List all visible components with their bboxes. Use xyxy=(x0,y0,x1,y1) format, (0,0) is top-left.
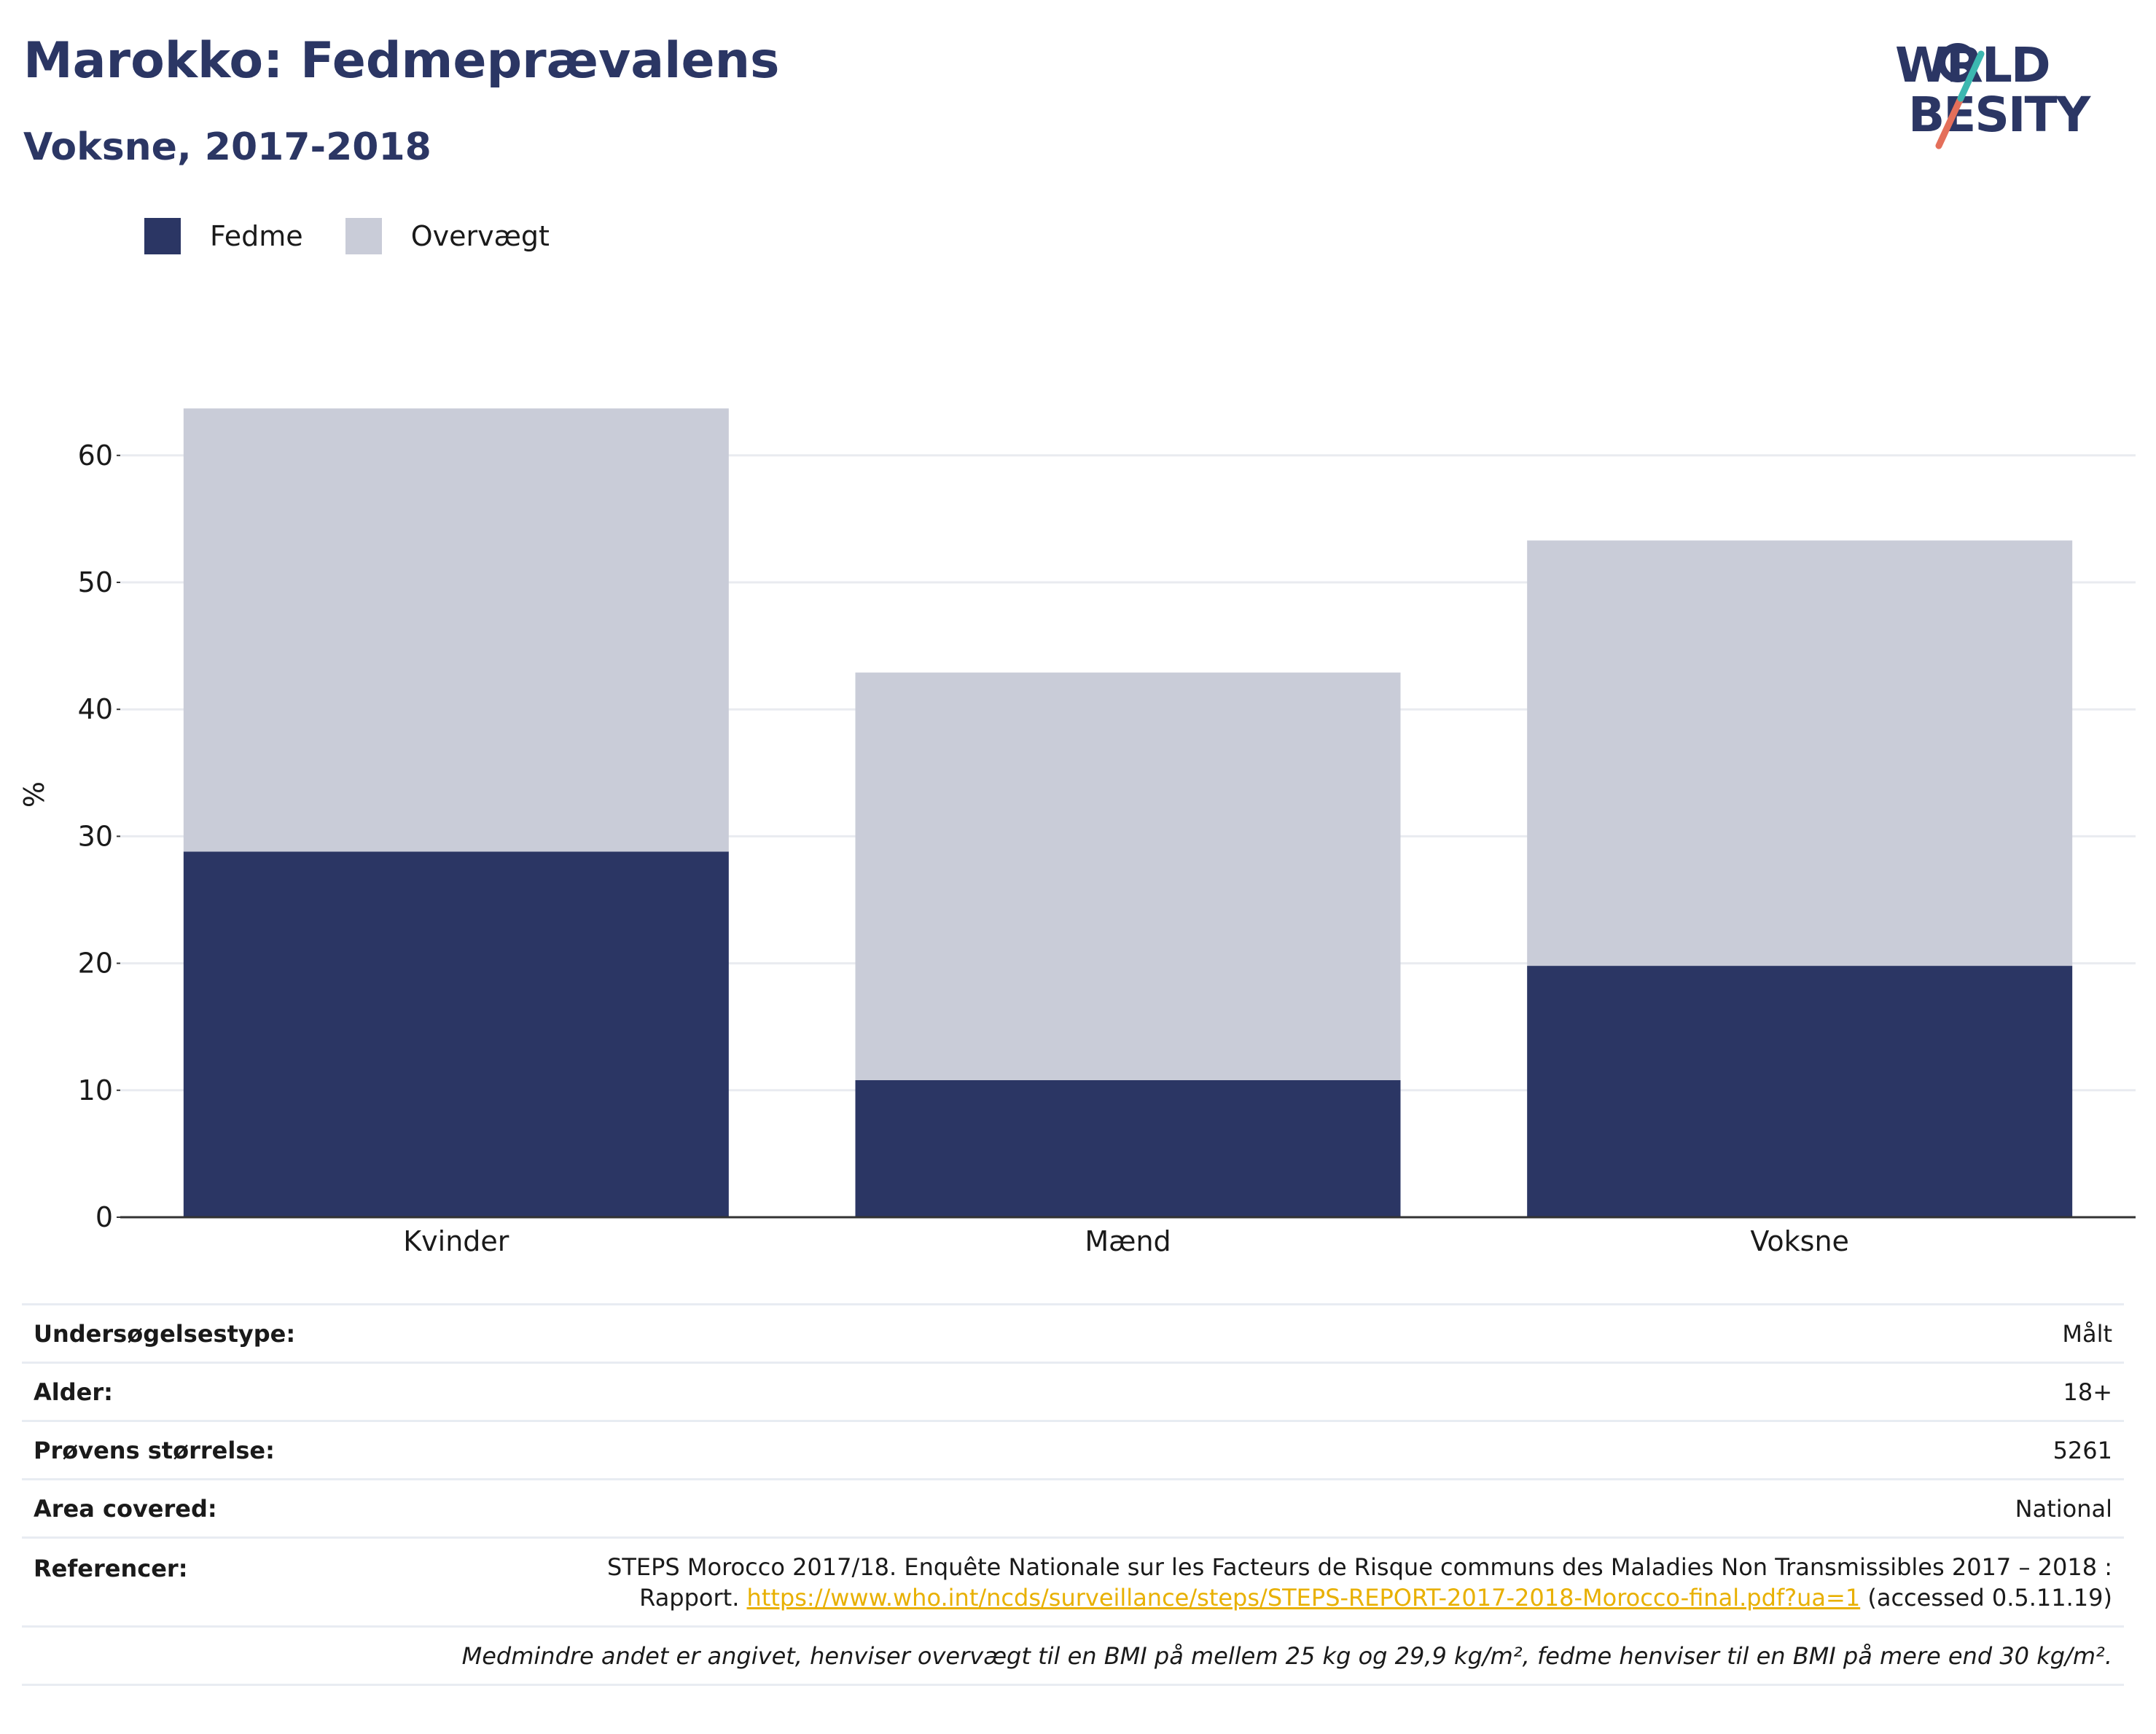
y-tick-label: 40 xyxy=(78,693,113,725)
legend-item-fedme[interactable]: Fedme xyxy=(144,218,303,254)
info-label: Alder: xyxy=(22,1362,353,1421)
x-tick-label: Kvinder xyxy=(403,1225,509,1257)
y-tick-label: 10 xyxy=(78,1074,113,1106)
page-title: Marokko: Fedmeprævalens xyxy=(23,32,780,90)
info-value: 18+ xyxy=(352,1362,2124,1421)
info-label: Referencer: xyxy=(22,1536,353,1627)
info-label: Prøvens størrelse: xyxy=(22,1420,353,1480)
svg-text:BESITY: BESITY xyxy=(1908,87,2092,143)
y-axis-label: % xyxy=(18,781,50,808)
y-tick-label: 50 xyxy=(78,566,113,598)
legend-swatch-overvaegt xyxy=(345,218,382,254)
info-value: 5261 xyxy=(352,1420,2124,1480)
x-tick-label: Mænd xyxy=(1085,1225,1171,1257)
info-value: Målt xyxy=(352,1303,2124,1363)
x-tick-label: Voksne xyxy=(1750,1225,1849,1257)
reference-line1: STEPS Morocco 2017/18. Enquête Nationale… xyxy=(607,1553,2112,1581)
page-subtitle: Voksne, 2017-2018 xyxy=(23,125,431,169)
legend-label-overvaegt: Overvægt xyxy=(410,220,550,252)
info-label: Undersøgelsestype: xyxy=(22,1303,353,1363)
y-tick-label: 30 xyxy=(78,820,113,852)
bar-fedme xyxy=(855,1079,1401,1217)
reference-prefix: Rapport. xyxy=(639,1583,740,1612)
info-row-age: Alder: 18+ xyxy=(22,1362,2124,1421)
info-value: National xyxy=(352,1478,2124,1538)
bar-fedme xyxy=(183,851,729,1217)
bar-overvaegt xyxy=(1527,540,2073,966)
legend-label-fedme: Fedme xyxy=(210,220,303,252)
bmi-note: Medmindre andet er angivet, henviser ove… xyxy=(22,1625,2124,1686)
survey-info-table: Undersøgelsestype: Målt Alder: 18+ Prøve… xyxy=(22,1303,2124,1686)
y-tick-label: 60 xyxy=(78,440,113,472)
info-row-area: Area covered: National xyxy=(22,1478,2124,1538)
bar-fedme xyxy=(1527,966,2073,1217)
y-tick-label: 0 xyxy=(95,1201,113,1233)
info-row-survey-type: Undersøgelsestype: Målt xyxy=(22,1303,2124,1363)
bar-overvaegt xyxy=(855,672,1401,1080)
bar-overvaegt xyxy=(183,408,729,852)
reference-link[interactable]: https://www.who.int/ncds/surveillance/st… xyxy=(746,1583,1861,1612)
y-tick-label: 20 xyxy=(78,948,113,980)
references-text: STEPS Morocco 2017/18. Enquête Nationale… xyxy=(352,1536,2124,1627)
legend-item-overvaegt[interactable]: Overvægt xyxy=(345,218,550,254)
stacked-bar-chart: 0 10 20 30 40 50 60% Kvinder Mænd Voksne xyxy=(18,408,2136,1257)
info-row-sample-size: Prøvens størrelse: 5261 xyxy=(22,1420,2124,1480)
info-row-note: Medmindre andet er angivet, henviser ove… xyxy=(22,1625,2124,1686)
info-label: Area covered: xyxy=(22,1478,353,1538)
chart-legend: Fedme Overvægt xyxy=(144,216,592,257)
reference-suffix: (accessed 0.5.11.19) xyxy=(1867,1583,2112,1612)
info-row-references: Referencer: STEPS Morocco 2017/18. Enquê… xyxy=(22,1536,2124,1627)
world-obesity-logo: W RLD BESITY xyxy=(1895,37,2093,149)
legend-swatch-fedme xyxy=(144,218,181,254)
